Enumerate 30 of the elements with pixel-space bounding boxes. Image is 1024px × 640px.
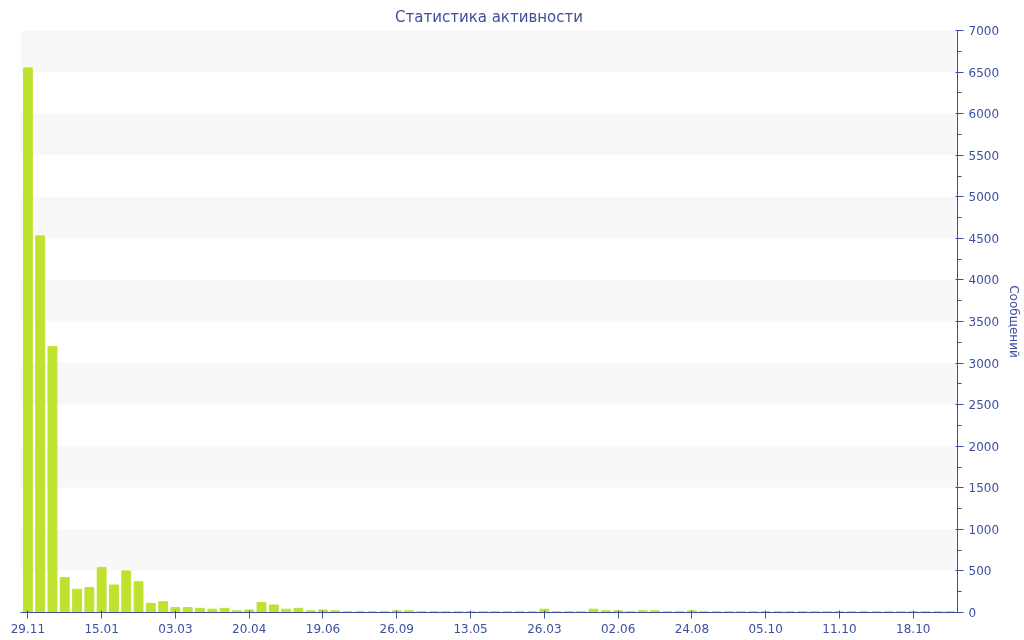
x-tick-label: 24.08	[674, 621, 710, 636]
x-tick-label: 26.09	[379, 621, 414, 636]
y-tick-label: 1500	[968, 481, 1000, 496]
x-tick-label: 13.05	[453, 621, 488, 636]
y-tick-label: 3500	[968, 315, 1000, 329]
x-tick-label: 02.06	[600, 621, 636, 636]
x-tick-label: 05.10	[748, 621, 783, 636]
x-tick-label: 15.01	[84, 621, 119, 636]
x-tick-label: 20.04	[232, 621, 267, 636]
y-tick-label: 7000	[968, 24, 1000, 38]
chart-title: Статистика активности	[395, 7, 583, 26]
x-tick-label: 11.10	[822, 621, 857, 636]
y-tick-label: 2500	[968, 398, 1000, 413]
y-tick-label: 3000	[968, 356, 1000, 371]
x-tick-label: 03.03	[158, 621, 193, 636]
y-tick-label: 1000	[968, 522, 1000, 537]
y-tick-label: 5500	[968, 148, 1000, 163]
y-axis-title: Сообщений	[1007, 285, 1022, 358]
x-tick-label: 26.03	[527, 621, 562, 636]
x-tick-label: 18.10	[896, 621, 931, 636]
y-tick-label: 500	[968, 564, 992, 579]
y-tick-label: 0	[968, 606, 977, 620]
y-tick-label: 6000	[968, 107, 1000, 122]
y-tick-label: 4000	[968, 273, 1000, 288]
y-tick-label: 6500	[968, 65, 1000, 80]
y-tick-label: 2000	[968, 439, 1000, 454]
x-tick-label: 29.11	[10, 621, 46, 636]
y-tick-label: 4500	[968, 231, 1000, 246]
x-tick-label: 19.06	[305, 621, 341, 636]
y-tick-label: 5000	[968, 190, 1000, 205]
